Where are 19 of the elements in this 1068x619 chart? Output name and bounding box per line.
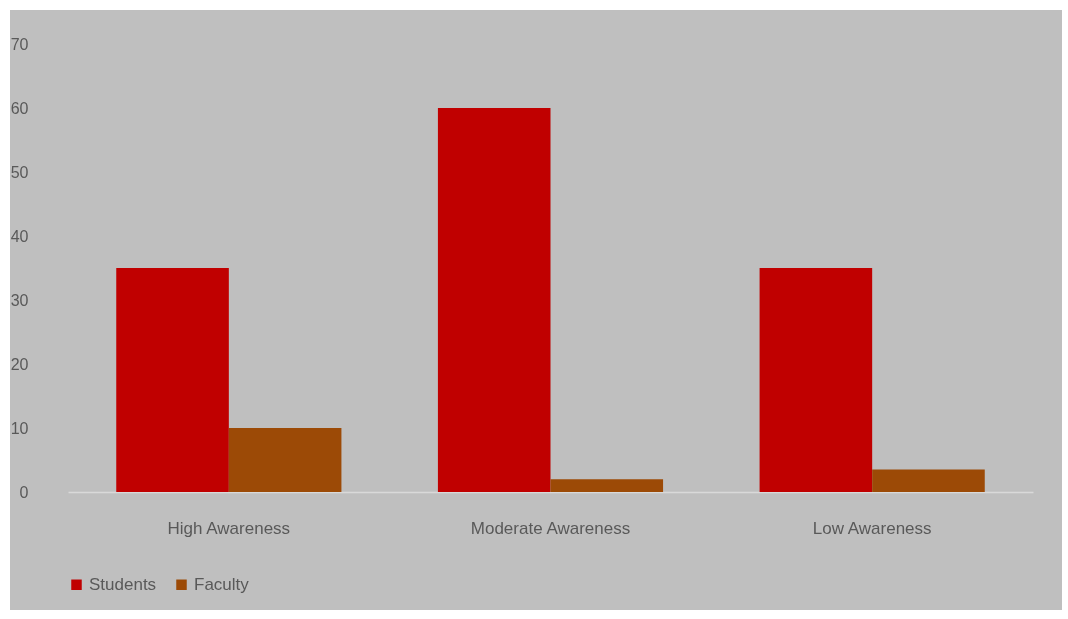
x-tick-label: Moderate Awareness <box>470 518 631 538</box>
y-tick-label: 30 <box>10 291 29 309</box>
bar <box>550 479 664 492</box>
x-tick-label: High Awareness <box>167 518 291 538</box>
bar <box>228 428 342 492</box>
legend-label: Students <box>89 574 157 594</box>
bar <box>437 108 551 492</box>
bar <box>759 268 873 492</box>
bar <box>116 268 229 492</box>
y-tick-label: 0 <box>19 483 29 501</box>
y-tick-label: 60 <box>10 99 29 117</box>
legend-label: Faculty <box>194 574 250 594</box>
y-tick-label: 50 <box>10 163 29 181</box>
bar <box>872 469 985 492</box>
y-tick-label: 70 <box>10 35 29 53</box>
y-tick-label: 10 <box>10 419 29 437</box>
y-tick-label: 20 <box>10 355 29 373</box>
y-tick-label: 40 <box>10 227 29 245</box>
x-tick-label: Low Awareness <box>812 518 932 538</box>
